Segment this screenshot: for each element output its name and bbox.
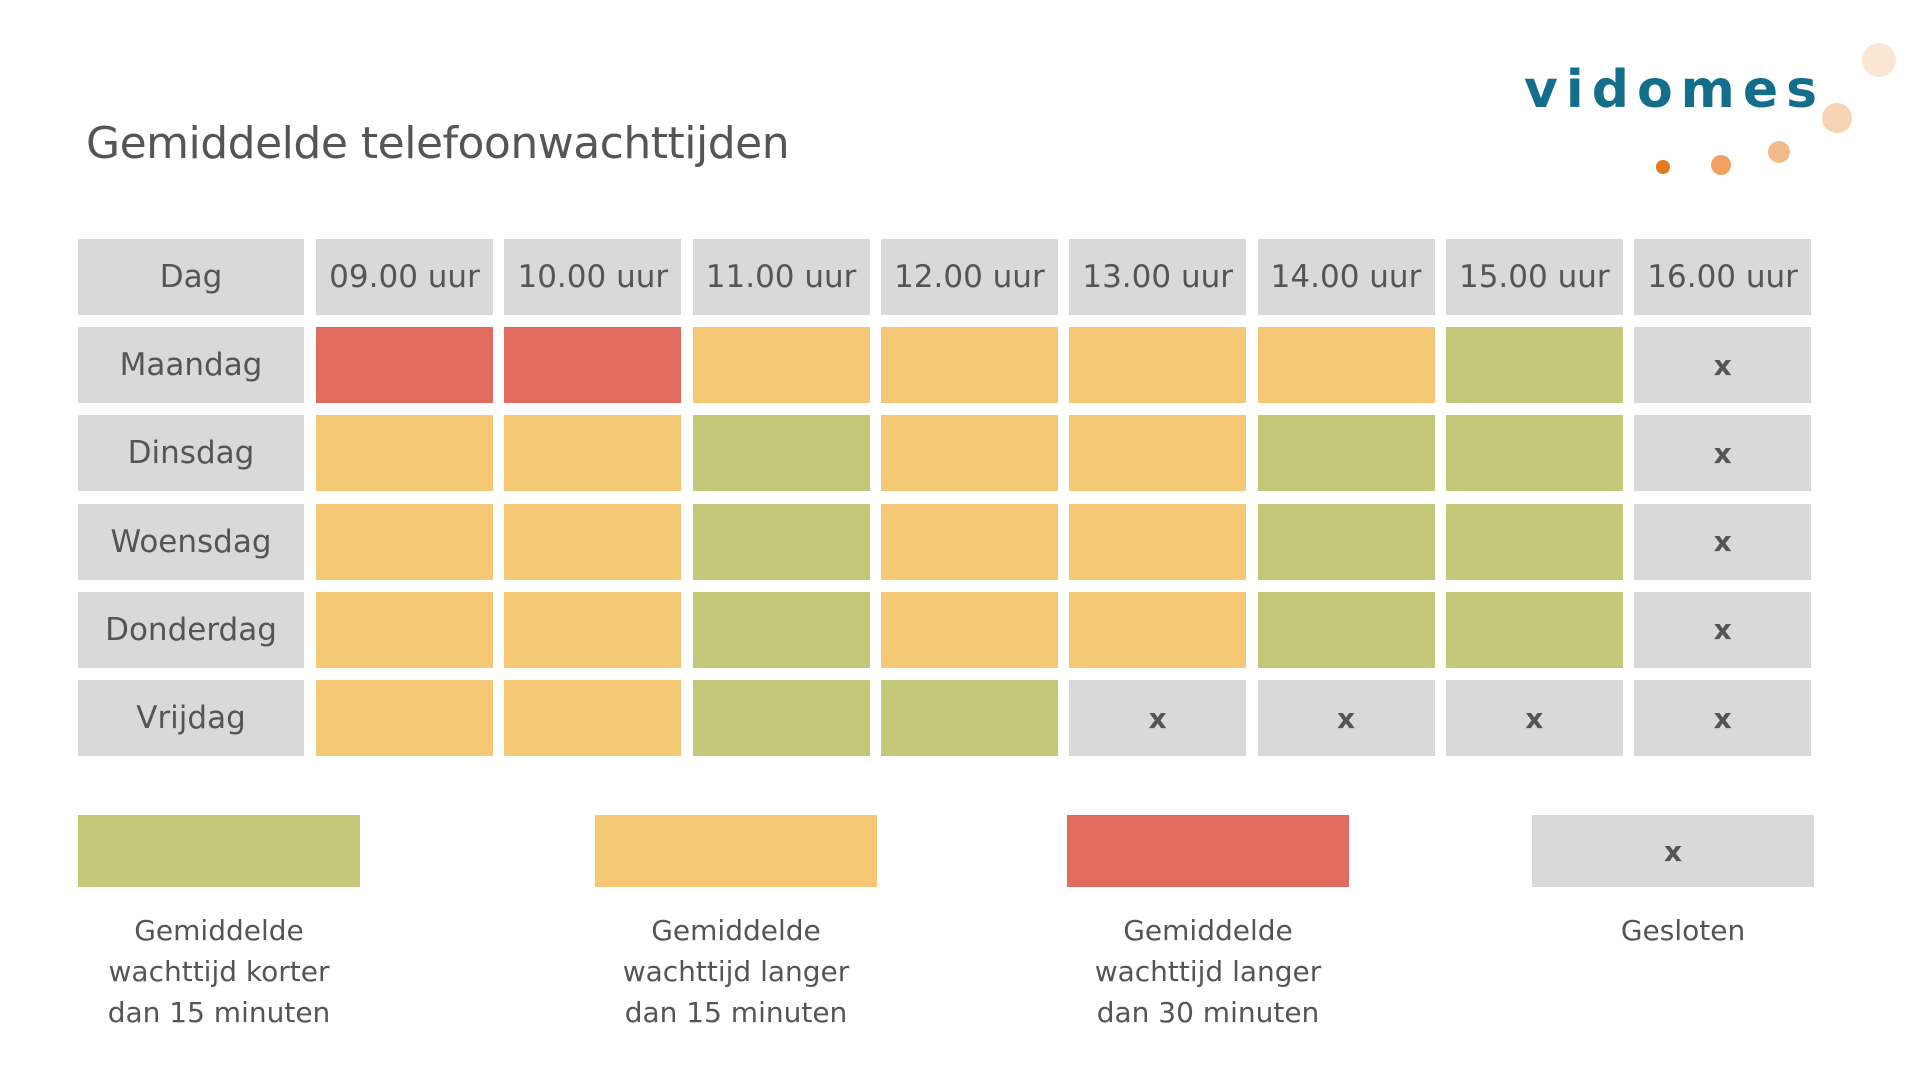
header-hour: 16.00 uur [1634, 239, 1812, 315]
logo-dot-icon [1656, 160, 1670, 174]
closed-mark: x [1336, 701, 1356, 735]
cell-green [692, 503, 870, 580]
cell-orange [1257, 327, 1435, 404]
cell-orange [504, 680, 682, 756]
row-day-label: Vrijdag [78, 680, 304, 756]
cell-green [692, 680, 870, 756]
cell-orange [880, 503, 1058, 580]
cell-closed: x [1634, 415, 1812, 492]
header-hour: 15.00 uur [1445, 239, 1623, 315]
legend-swatch-closed: x [1532, 815, 1814, 887]
cell-green [1445, 415, 1623, 492]
logo-dot-icon [1768, 141, 1790, 163]
closed-mark: x [1525, 701, 1544, 735]
cell-green [1445, 327, 1623, 404]
closed-mark: x [1713, 525, 1732, 559]
cell-orange [1069, 415, 1247, 492]
cell-orange [1069, 327, 1247, 404]
cell-green [880, 680, 1058, 756]
closed-mark: x [1713, 701, 1732, 735]
vidomes-logo: vidomes [1524, 43, 1904, 190]
cell-closed: x [1634, 591, 1812, 668]
legend-label: Gemiddelde wachttijd korter dan 15 minut… [107, 914, 331, 1029]
row-day-label: Dinsdag [78, 415, 304, 492]
logo-dot-icon [1711, 155, 1731, 175]
legend-label: Gemiddelde wachttijd langer dan 15 minut… [622, 914, 850, 1029]
cell-orange [880, 327, 1058, 404]
row-day-label: Donderdag [78, 591, 304, 668]
closed-mark: x [1148, 701, 1167, 735]
cell-closed: x [1069, 680, 1247, 756]
cell-orange [880, 415, 1058, 492]
cell-orange [1069, 591, 1247, 668]
cell-green [1445, 503, 1623, 580]
cell-green [1445, 591, 1623, 668]
cell-orange [316, 415, 493, 492]
legend-label: Gesloten [1620, 914, 1746, 947]
cell-orange [692, 327, 870, 404]
row-day-label: Maandag [78, 327, 304, 404]
legend-swatch-orange [595, 815, 877, 887]
closed-mark: x [1713, 436, 1732, 470]
cell-red [504, 327, 682, 404]
cell-orange [316, 503, 493, 580]
logo-dot-icon [1862, 43, 1896, 77]
cell-orange [880, 591, 1058, 668]
cell-closed: x [1634, 327, 1812, 404]
cell-closed: x [1634, 680, 1812, 756]
cell-green [1257, 591, 1435, 668]
cell-green [1257, 503, 1435, 580]
cell-orange [504, 415, 682, 492]
row-day-label: Woensdag [78, 503, 304, 580]
logo-dot-icon [1822, 103, 1852, 133]
closed-mark: x [1663, 834, 1683, 868]
header-hour: 10.00 uur [504, 239, 682, 315]
logo-text: vidomes [1524, 60, 1826, 120]
legend-swatch-green [78, 815, 360, 887]
cell-green [692, 591, 870, 668]
header-hour: 11.00 uur [692, 239, 870, 315]
page-title: Gemiddelde telefoonwachttijden [86, 118, 790, 169]
legend-swatch-red [1067, 815, 1349, 887]
cell-closed: x [1257, 680, 1435, 756]
cell-closed: x [1634, 503, 1812, 580]
cell-closed: x [1445, 680, 1623, 756]
cell-green [1257, 415, 1435, 492]
legend-label: Gemiddelde wachttijd langer dan 30 minut… [1094, 914, 1322, 1029]
cell-orange [316, 591, 493, 668]
cell-orange [504, 503, 682, 580]
cell-orange [316, 680, 493, 756]
header-hour: 09.00 uur [316, 239, 493, 315]
header-hour: 12.00 uur [880, 239, 1058, 315]
cell-green [692, 415, 870, 492]
cell-red [316, 327, 493, 404]
header-hour: 13.00 uur [1069, 239, 1247, 315]
cell-orange [504, 591, 682, 668]
closed-mark: x [1713, 348, 1732, 382]
header-day: Dag [78, 239, 304, 315]
closed-mark: x [1713, 613, 1732, 647]
header-hour: 14.00 uur [1257, 239, 1435, 315]
cell-orange [1069, 503, 1247, 580]
